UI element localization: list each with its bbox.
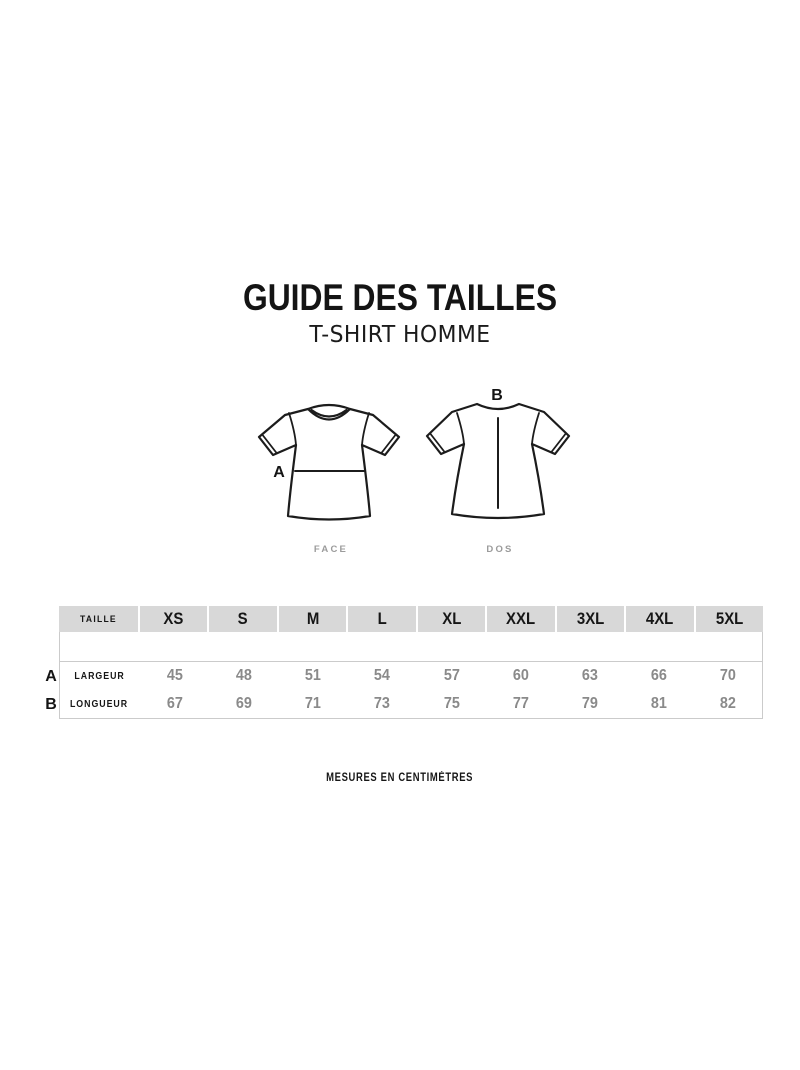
table-row-largeur: LARGEUR 45 48 51 54 57 60 63 66 70 xyxy=(60,662,762,690)
table-row-longueur: LONGUEUR 67 69 71 73 75 77 79 81 82 xyxy=(60,690,762,718)
size-table-header: TAILLE XS S M L XL XXL 3XL 4XL 5XL xyxy=(59,606,763,632)
row-marker-a: A xyxy=(45,668,57,685)
front-view-caption: FACE xyxy=(313,544,349,555)
row-label-longueur: LONGUEUR xyxy=(70,698,129,710)
cell-value: 77 xyxy=(512,695,529,712)
cell-value: 66 xyxy=(651,667,668,684)
table-spacer-row xyxy=(60,632,762,662)
header-cell-size: 4XL xyxy=(626,606,694,632)
header-cell-size: S xyxy=(209,606,277,632)
header-cell-size: XL xyxy=(417,606,486,632)
page-title: GUIDE DES TAILLES xyxy=(242,277,558,318)
tshirt-front-drawing: A xyxy=(257,403,401,521)
cell-value: 63 xyxy=(581,667,598,684)
cell-value: 81 xyxy=(651,695,668,712)
header-cell-size: M xyxy=(278,606,347,632)
header-cell-size: XS xyxy=(140,606,208,632)
cell-value: 60 xyxy=(512,667,529,684)
back-view-caption: DOS xyxy=(486,544,514,555)
header-cell-size: 5XL xyxy=(695,606,763,632)
cell-value: 75 xyxy=(443,695,460,712)
row-marker-b: B xyxy=(45,696,57,713)
cell-value: 73 xyxy=(374,695,391,712)
length-marker-label: B xyxy=(491,387,503,404)
cell-value: 69 xyxy=(235,695,252,712)
cell-value: 45 xyxy=(166,667,183,684)
header-cell-size: L xyxy=(348,606,416,632)
header-cell-size: XXL xyxy=(487,606,555,632)
row-label-largeur: LARGEUR xyxy=(74,670,125,682)
cell-value: 67 xyxy=(166,695,183,712)
cell-value: 82 xyxy=(720,695,737,712)
header-cell-size: 3XL xyxy=(556,606,625,632)
tshirt-front-seams xyxy=(261,412,397,454)
cell-value: 48 xyxy=(235,667,252,684)
cell-value: 71 xyxy=(305,695,322,712)
measurement-unit-note: MESURES EN CENTIMÈTRES xyxy=(326,772,474,784)
width-marker-label: A xyxy=(273,464,285,481)
tshirt-back-drawing: B xyxy=(425,387,571,520)
page-subtitle: T-SHIRT HOMME xyxy=(309,322,491,348)
cell-value: 54 xyxy=(374,667,391,684)
cell-value: 51 xyxy=(305,667,322,684)
tshirt-back-seams xyxy=(429,412,567,453)
cell-value: 57 xyxy=(443,667,460,684)
cell-value: 70 xyxy=(720,667,737,684)
tshirt-front-collar xyxy=(306,407,352,421)
size-table-body: LARGEUR 45 48 51 54 57 60 63 66 70 LONGU… xyxy=(59,632,763,719)
cell-value: 79 xyxy=(581,695,598,712)
header-cell-taille: TAILLE xyxy=(59,606,138,632)
tshirt-front-outline xyxy=(257,403,401,521)
